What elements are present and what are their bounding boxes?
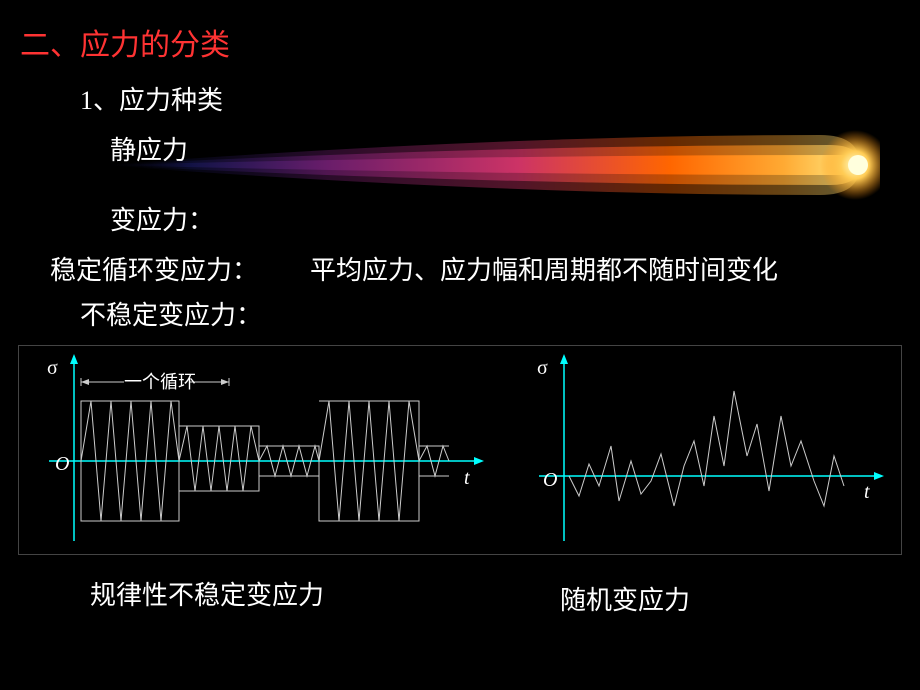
time-label: t [464,467,470,489]
stable-cycle-desc: 平均应力、应力幅和周期都不随时间变化 [310,250,778,287]
caption-regular: 规律性不稳定变应力 [90,575,324,612]
sigma-label: σ [47,357,58,379]
origin-label-r: O [543,469,557,491]
unstable-label: 不稳定变应力： [80,295,262,332]
charts-container: σ O t 一个循环 [18,345,902,555]
regular-unstable-chart: σ O t 一个循环 [19,346,499,554]
time-label-r: t [864,481,870,503]
origin-label: O [55,453,69,475]
comet-graphic [100,100,880,230]
caption-random: 随机变应力 [560,580,690,617]
stable-cycle-label: 稳定循环变应力： [50,250,258,287]
static-stress-label: 静应力 [110,130,188,167]
section-title: 二、应力的分类 [20,20,230,64]
sigma-label-r: σ [537,357,548,379]
random-stress-chart: σ O t [499,346,899,554]
cycle-label: 一个循环 [124,372,196,392]
